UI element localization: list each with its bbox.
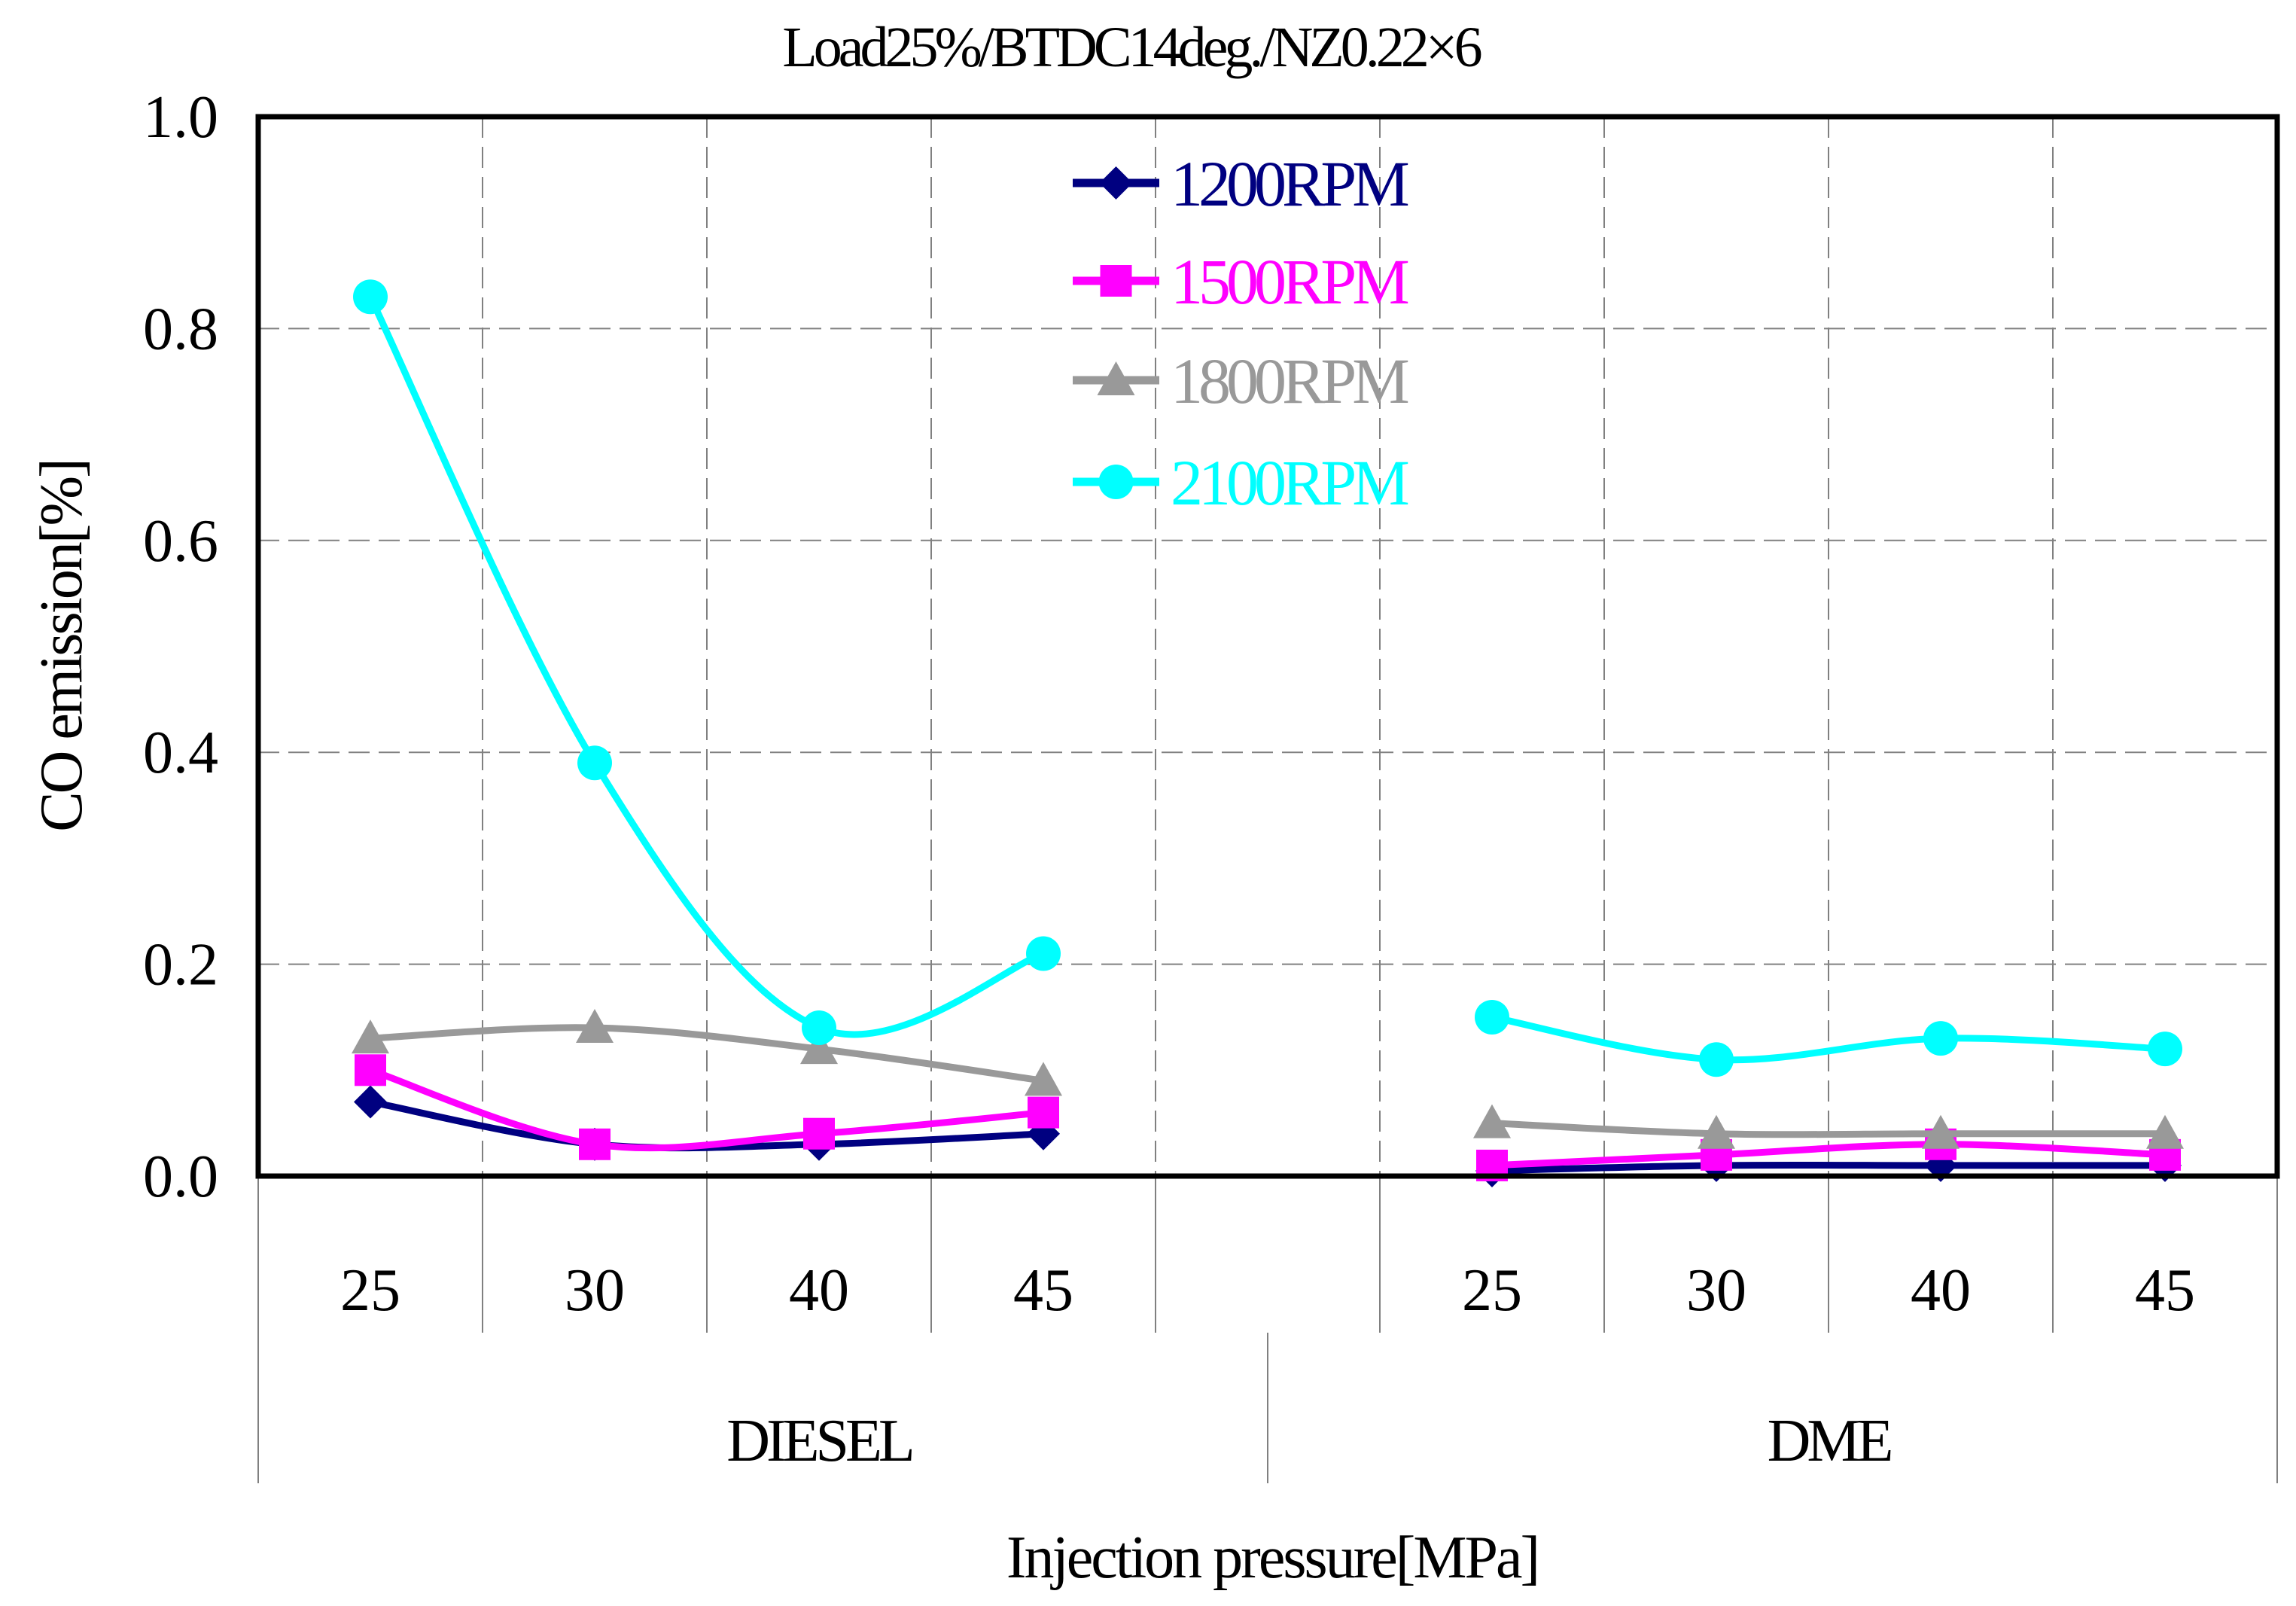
legend-label: 1200RPM [1171,148,1408,220]
series-1800rpm [352,1009,2184,1149]
legend-label: 1500RPM [1171,245,1408,318]
data-point-1800rpm [576,1009,614,1044]
legend-marker [1100,265,1132,297]
series-layer [352,279,2184,1187]
data-point-1800rpm [1922,1114,1960,1149]
data-point-2100rpm [1026,936,1061,971]
series-line-1500rpm-diesel [369,1067,1044,1152]
series-line-2100rpm-diesel [367,295,1045,1038]
series-line-1200rpm-dme [1491,1161,2165,1175]
data-point-2100rpm [353,279,388,315]
x-tick-label: 40 [789,1257,849,1324]
data-point-1200rpm [354,1085,387,1119]
data-point-1800rpm [352,1019,389,1054]
data-point-2100rpm [577,745,612,781]
x-group-label-dme: DME [1768,1408,1891,1474]
x-axis-label: Injection pressure[MPa] [1006,1525,1538,1591]
data-point-2100rpm [802,1010,836,1046]
y-tick-label: 0.4 [143,720,218,786]
x-category-bands [257,1176,2278,1483]
data-point-2100rpm [2148,1032,2182,1067]
y-tick-label: 0.0 [143,1144,218,1210]
legend-label: 2100RPM [1171,446,1408,519]
series-line-2100rpm-dme [1491,1013,2166,1064]
series-line-1800rpm-diesel [370,1024,1044,1084]
legend-entry-1800rpm: 1800RPM [1073,345,1412,417]
series-1500rpm [355,1054,2181,1181]
legend-entry-1200rpm: 1200RPM [1073,148,1412,220]
y-tick-labels: 0.0 0.2 0.4 0.6 0.8 1.0 [143,84,218,1210]
x-tick-label: 25 [1462,1257,1522,1324]
x-tick-label: 25 [340,1257,400,1324]
data-point-1500rpm [355,1054,386,1086]
x-tick-label: 45 [1013,1257,1073,1324]
y-tick-label: 0.2 [143,932,218,998]
x-group-label-diesel: DIESEL [726,1408,912,1474]
x-tick-labels: 25 30 40 45 DIESEL 25 30 40 45 DME [340,1257,2195,1474]
data-point-2100rpm [1923,1021,1958,1056]
y-axis-label: CO emission[%] [29,460,95,832]
legend-entry-2100rpm: 2100RPM [1073,446,1412,519]
legend-label: 1800RPM [1171,345,1408,417]
data-point-1800rpm [1025,1062,1062,1096]
data-point-2100rpm [1699,1042,1734,1077]
legend: 1200RPM 1500RPM 1800RPM 2100RPM [1073,148,1412,519]
x-tick-label: 40 [1911,1257,1971,1324]
legend-entry-1500rpm: 1500RPM [1073,245,1412,318]
data-point-2100rpm [1475,999,1509,1035]
data-point-1800rpm [1698,1114,1735,1149]
x-tick-label: 45 [2135,1257,2195,1324]
x-tick-label: 30 [1686,1257,1746,1324]
legend-marker [1098,465,1134,499]
series-line-1800rpm-dme [1491,1120,2165,1138]
data-point-1500rpm [579,1128,611,1160]
chart-title: Load25%/BTDC14deg./NZ0.22×6 [782,16,1481,79]
y-tick-label: 0.6 [143,508,218,574]
legend-marker [1099,166,1133,200]
y-tick-label: 0.8 [143,296,218,362]
data-point-1800rpm [2146,1114,2184,1149]
data-point-1800rpm [1473,1104,1511,1138]
data-point-1800rpm [800,1030,838,1065]
series-line-1500rpm-dme [1491,1141,2166,1169]
plot-frame [255,114,2280,1179]
x-tick-label: 30 [565,1257,625,1324]
data-point-1500rpm [1028,1096,1059,1129]
legend-marker [1097,361,1135,395]
data-point-1500rpm [803,1117,835,1150]
y-tick-label: 1.0 [143,84,218,151]
series-2100rpm [353,279,2182,1077]
